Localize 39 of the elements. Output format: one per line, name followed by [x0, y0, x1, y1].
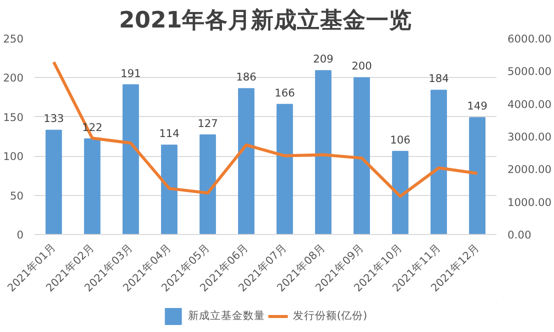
bar	[122, 84, 139, 234]
y-tick-label: 150	[3, 110, 24, 124]
bar	[238, 88, 254, 234]
bar	[161, 144, 178, 234]
y-tick-label: 50	[10, 189, 24, 202]
data-label: 186	[236, 70, 257, 84]
data-label: 149	[467, 100, 488, 113]
data-label: 200	[352, 60, 372, 73]
data-label: 166	[274, 86, 296, 100]
data-label: 209	[313, 52, 334, 66]
data-label: 127	[198, 116, 218, 130]
data-label: 106	[390, 133, 411, 146]
bar	[392, 150, 408, 234]
data-label: 114	[159, 127, 180, 140]
legend-label: 新成立基金数量	[188, 309, 265, 323]
y-tick-label: 0	[16, 228, 24, 242]
y-tick-label: 200	[3, 72, 24, 85]
y-tick-label: 100	[3, 150, 24, 164]
y2-tick-label: 6000.00	[508, 32, 552, 46]
bar	[315, 70, 332, 234]
data-label: 133	[44, 112, 64, 126]
bar	[46, 130, 62, 234]
y2-tick-label: 3000.00	[508, 130, 552, 144]
bar	[276, 104, 293, 234]
y2-tick-label: 2000.00	[508, 163, 552, 176]
bar	[430, 90, 447, 234]
y2-tick-label: 1000.00	[508, 196, 552, 209]
bar	[469, 117, 486, 234]
bar	[84, 138, 100, 234]
bar	[354, 77, 370, 234]
legend-label: 发行份额(亿份)	[292, 309, 368, 323]
chart-title: 2021年各月新成立基金一览	[118, 6, 412, 34]
data-label: 191	[120, 66, 141, 80]
y2-tick-label: 5000.00	[508, 65, 552, 78]
y2-tick-label: 4000.00	[508, 98, 552, 111]
data-label: 184	[428, 72, 450, 86]
y-tick-label: 250	[3, 32, 24, 46]
bar	[200, 134, 216, 234]
y2-tick-label: 0.00	[508, 228, 532, 242]
